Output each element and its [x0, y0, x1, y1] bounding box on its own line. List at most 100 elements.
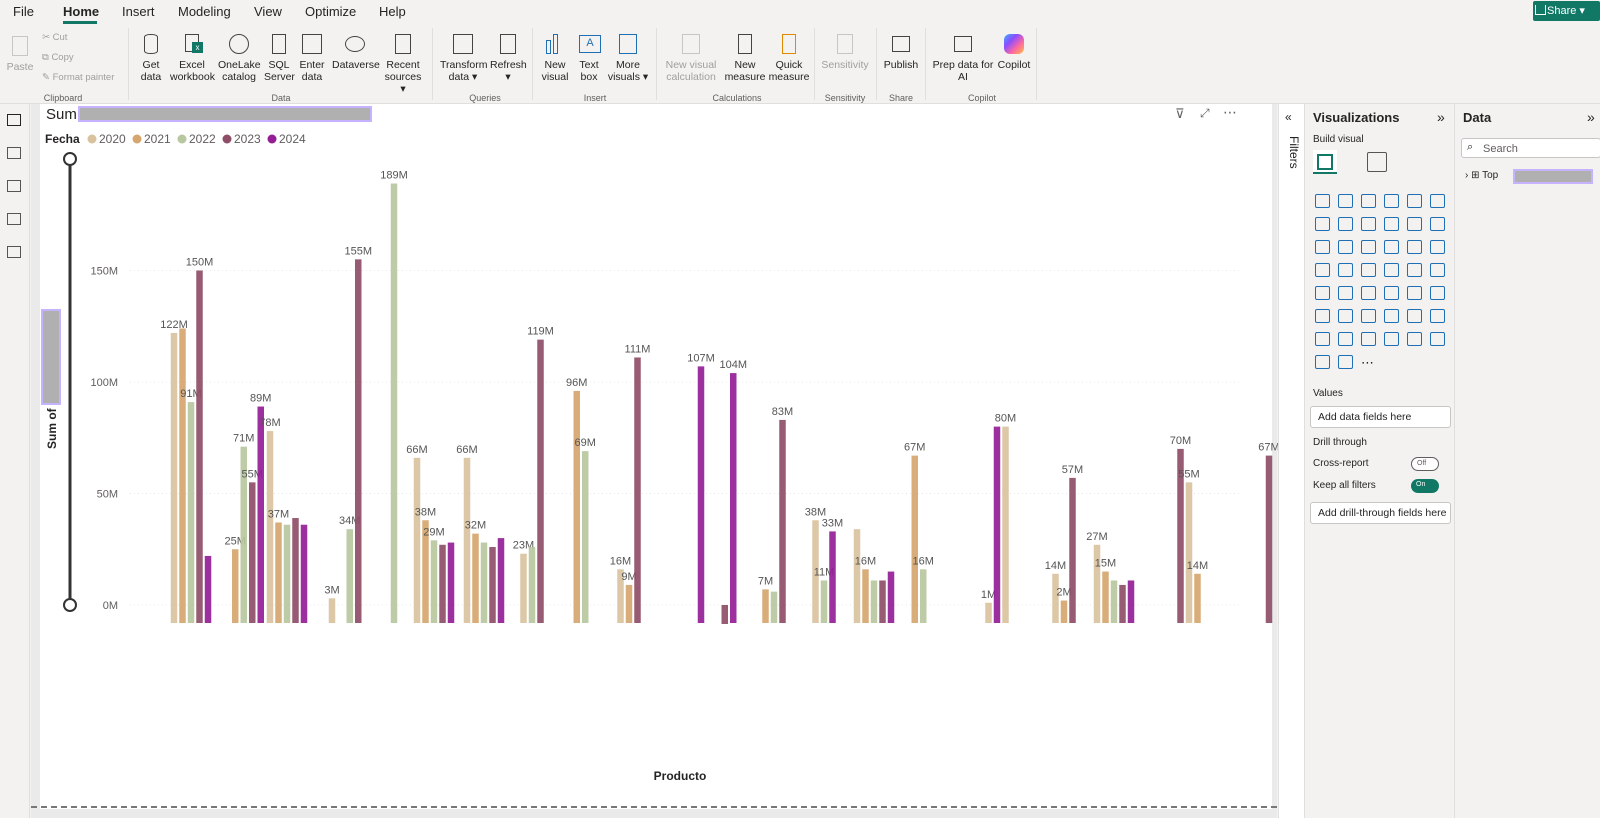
- visual-type-icon[interactable]: [1430, 194, 1445, 208]
- bar[interactable]: [390, 183, 398, 623]
- bar-chart-visual[interactable]: Sum ⊽ ⤢ ⋯ Fecha 2020 2021 2022 2023 2024 0M 50M…: [40, 104, 1280, 809]
- menu-help[interactable]: Help: [379, 4, 406, 19]
- bar[interactable]: [439, 544, 446, 623]
- visual-type-icon[interactable]: [1315, 309, 1330, 323]
- build-visual-tab[interactable]: [1313, 150, 1337, 174]
- collapse-icon[interactable]: »: [1587, 109, 1595, 125]
- visual-type-icon[interactable]: [1315, 217, 1330, 231]
- bar[interactable]: [355, 259, 362, 623]
- filters-pane[interactable]: « Filters: [1278, 104, 1304, 818]
- menu-modeling[interactable]: Modeling: [178, 4, 231, 19]
- paste-button[interactable]: Paste: [6, 34, 34, 73]
- search-input[interactable]: Search: [1483, 143, 1518, 155]
- bar[interactable]: [1185, 482, 1193, 623]
- bar[interactable]: [266, 431, 274, 623]
- focus-mode-icon[interactable]: ⤢: [1200, 106, 1210, 120]
- visual-type-icon[interactable]: [1315, 355, 1330, 369]
- drill-through-well[interactable]: Add drill-through fields here: [1310, 502, 1451, 524]
- visual-type-icon[interactable]: [1315, 240, 1330, 254]
- share-button[interactable]: Share ▾: [1533, 1, 1600, 21]
- visual-type-icon[interactable]: [1338, 240, 1353, 254]
- bar[interactable]: [697, 366, 705, 623]
- filter-icon[interactable]: ⊽: [1175, 106, 1185, 121]
- bar[interactable]: [187, 402, 195, 623]
- visual-type-icon[interactable]: [1407, 194, 1422, 208]
- visual-type-icon[interactable]: [1407, 309, 1422, 323]
- visual-type-icon[interactable]: [1338, 194, 1353, 208]
- text-box-button[interactable]: A Text box: [574, 32, 604, 83]
- menu-insert[interactable]: Insert: [122, 4, 155, 19]
- bar[interactable]: [537, 339, 544, 623]
- bar[interactable]: [292, 518, 299, 623]
- get-data-button[interactable]: Get data: [136, 32, 166, 83]
- visual-type-icon[interactable]: [1315, 332, 1330, 346]
- visual-type-icon[interactable]: [1407, 286, 1422, 300]
- cross-report-toggle[interactable]: Off: [1411, 457, 1439, 471]
- bar[interactable]: [240, 446, 248, 623]
- bar[interactable]: [779, 419, 786, 623]
- bar[interactable]: [1052, 573, 1059, 623]
- bar[interactable]: [1127, 580, 1135, 623]
- new-visual-button[interactable]: New visual: [540, 32, 570, 83]
- bar[interactable]: [770, 591, 778, 623]
- bar[interactable]: [497, 538, 505, 623]
- legend-marker[interactable]: [132, 134, 142, 144]
- enter-data-button[interactable]: Enter data: [298, 32, 326, 83]
- bar[interactable]: [812, 520, 819, 623]
- bar[interactable]: [625, 584, 633, 623]
- legend-entry[interactable]: 2024: [279, 132, 306, 146]
- expand-icon[interactable]: «: [1285, 110, 1292, 124]
- visual-type-icon[interactable]: [1361, 286, 1376, 300]
- bar[interactable]: [582, 451, 589, 623]
- zoom-slider-handle-top[interactable]: [63, 152, 77, 166]
- new-visual-calculation-button[interactable]: New visual calculation: [662, 32, 720, 83]
- bar[interactable]: [170, 332, 178, 623]
- visual-type-icon[interactable]: [1384, 309, 1399, 323]
- bar[interactable]: [480, 542, 488, 623]
- tmdl-view-icon[interactable]: [7, 246, 21, 258]
- bar[interactable]: [573, 390, 581, 623]
- visual-type-icon[interactable]: [1361, 309, 1376, 323]
- legend-marker[interactable]: [87, 134, 97, 144]
- visual-type-icon[interactable]: [1384, 217, 1399, 231]
- visual-type-icon[interactable]: [1407, 240, 1422, 254]
- bar[interactable]: [1194, 573, 1201, 623]
- bar[interactable]: [196, 270, 203, 624]
- visual-type-icon[interactable]: [1361, 217, 1376, 231]
- zoom-slider-handle-bottom[interactable]: [63, 598, 77, 612]
- bar[interactable]: [489, 547, 496, 623]
- bar[interactable]: [179, 328, 186, 623]
- onelake-button[interactable]: OneLake catalog: [218, 32, 261, 83]
- bar[interactable]: [879, 580, 886, 623]
- bar[interactable]: [1093, 544, 1101, 623]
- bar[interactable]: [1177, 448, 1184, 623]
- visual-type-icon[interactable]: [1315, 286, 1330, 300]
- visual-type-icon[interactable]: [1338, 309, 1353, 323]
- refresh-button[interactable]: Refresh ▾: [490, 32, 527, 83]
- bar[interactable]: [232, 549, 239, 623]
- visual-type-icon[interactable]: [1338, 286, 1353, 300]
- bar[interactable]: [422, 520, 429, 623]
- legend-marker[interactable]: [222, 134, 232, 144]
- visual-type-icon[interactable]: [1384, 240, 1399, 254]
- bar[interactable]: [1102, 571, 1109, 623]
- dataverse-button[interactable]: Dataverse: [332, 32, 380, 71]
- menu-view[interactable]: View: [254, 4, 282, 19]
- legend-marker[interactable]: [177, 134, 187, 144]
- visual-type-icon[interactable]: [1361, 263, 1376, 277]
- legend-marker[interactable]: [267, 134, 277, 144]
- visual-type-icon[interactable]: [1315, 194, 1330, 208]
- model-view-icon[interactable]: [7, 180, 21, 192]
- report-view-icon[interactable]: [7, 114, 21, 126]
- bar[interactable]: [820, 580, 828, 623]
- bar[interactable]: [447, 542, 455, 623]
- table-item[interactable]: › ⊞ Top: [1465, 170, 1499, 181]
- visual-type-icon[interactable]: [1361, 194, 1376, 208]
- search-box[interactable]: ⌕ Search: [1461, 138, 1600, 158]
- collapse-icon[interactable]: »: [1437, 109, 1445, 125]
- visual-type-icon[interactable]: [1430, 309, 1445, 323]
- bar[interactable]: [1110, 580, 1118, 623]
- visual-type-icon[interactable]: [1407, 332, 1422, 346]
- visual-type-icon[interactable]: [1384, 194, 1399, 208]
- bar[interactable]: [430, 540, 438, 623]
